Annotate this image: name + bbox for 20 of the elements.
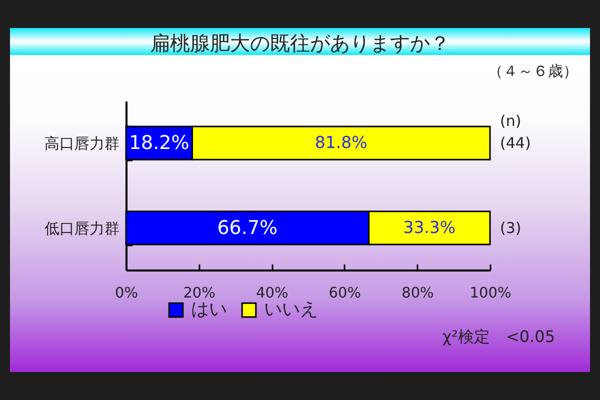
x-tick-label: 40% — [256, 286, 288, 302]
x-tick-label: 60% — [328, 286, 362, 302]
text: （４～６歳） — [488, 62, 578, 80]
text: (44) — [500, 134, 531, 152]
y-tick-label: 低口唇力群 — [44, 219, 120, 238]
chart-title: 扁桃腺肥大の既往がありますか？ — [150, 31, 450, 55]
x-tick-label: 100% — [470, 286, 512, 302]
legend-label: いいえ — [264, 299, 318, 320]
x-tick-label: 80% — [402, 286, 434, 302]
data-label: 18.2% — [128, 132, 190, 154]
legend-label: はい — [191, 299, 227, 320]
x-tick-label: 20% — [183, 286, 216, 302]
y-tick-label: 高口唇力群 — [44, 134, 120, 153]
data-label: 66.7% — [217, 216, 278, 239]
text: (3) — [500, 218, 522, 237]
data-label: 81.8% — [314, 133, 368, 152]
text: (n) — [500, 112, 522, 130]
text: χ²検定 <0.05 — [442, 327, 555, 346]
data-label: 33.3% — [403, 218, 456, 237]
x-tick-label: 0% — [114, 286, 138, 302]
